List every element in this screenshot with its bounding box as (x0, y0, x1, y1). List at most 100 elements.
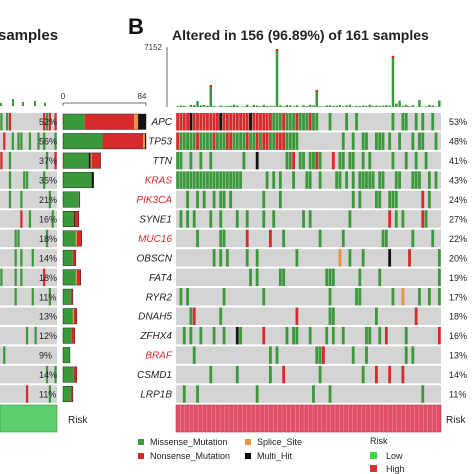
panel-b-mutation-cell (209, 132, 213, 150)
panel-b-mutation-cell (398, 132, 401, 150)
panel-b-tmb-bar (265, 106, 269, 107)
panel-b-mutation-cell (302, 210, 305, 228)
panel-b-mutation-cell (242, 151, 246, 170)
panel-a-bar-outline (62, 113, 147, 130)
panel-b-mutation-cell (421, 210, 425, 228)
panel-b-mutation-cell (421, 113, 425, 131)
panel-b-heatmap (176, 113, 441, 403)
panel-b-mutation-cell (322, 346, 325, 364)
panel-b-tmb-bar (305, 105, 309, 107)
panel-b-mutation-cell (328, 113, 332, 131)
panel-b-mutation-cell (292, 171, 295, 189)
panel-b-tmb-bar (192, 105, 196, 107)
panel-b-mutation-cell (255, 268, 259, 287)
panel-b-mutation-cell (225, 171, 229, 189)
panel-b-row-bg (176, 288, 441, 306)
panel-a-risk-bar (0, 404, 58, 433)
panel-a-bar-nonsense (76, 269, 81, 286)
panel-a-percent-label: 18% (39, 273, 57, 283)
panel-b-mutation-cell (192, 346, 196, 364)
panel-b-mutation-cell (182, 113, 186, 131)
panel-b-mutation-cell (189, 171, 193, 189)
panel-a-mutation-cell (3, 346, 6, 364)
panel-a-bar-missense (63, 366, 74, 383)
panel-b-mutation-cell (222, 132, 226, 150)
panel-b-mutation-cell (431, 229, 435, 248)
panel-b-mutation-cell (312, 385, 315, 403)
panel-b-mutation-cell (186, 210, 189, 228)
panel-b-mutation-cell (384, 326, 388, 345)
panel-b-tmb-bar (275, 49, 279, 107)
panel-b-mutation-cell (375, 365, 378, 384)
panel-b-mutation-cell (328, 307, 332, 325)
legend-label-low: Low (386, 451, 403, 461)
panel-b-mutation-cell (209, 365, 213, 384)
panel-b-mutation-cell (315, 346, 319, 364)
panel-a-bar-missense (63, 133, 103, 149)
panel-a-mutation-cell (31, 249, 34, 267)
panel-b-mutation-cell (295, 307, 299, 325)
panel-b-mutation-cell (275, 346, 279, 364)
panel-b-tmb-bar (259, 106, 262, 107)
panel-b-mutation-cell (209, 210, 213, 228)
panel-a-bar-splice (75, 269, 77, 286)
panel-a-row-bg (0, 326, 57, 345)
panel-b-tmb-bar (199, 105, 203, 107)
panel-b-mutation-cell (358, 171, 362, 189)
panel-a-bar-outline (62, 308, 78, 325)
panel-a-mutation-cell (23, 171, 26, 189)
panel-b-mutation-cell (292, 326, 295, 345)
panel-b-mutation-cell (305, 171, 309, 189)
panel-b-tmb-bar (219, 105, 222, 107)
panel-a-mutation-cell (8, 151, 12, 170)
panel-b-mutation-cell (345, 113, 348, 131)
panel-b-row-bg (176, 385, 441, 403)
panel-b-tmb-bar (335, 105, 338, 107)
panel-a-bar-nonsense (71, 327, 75, 344)
panel-b-mutation-cell (202, 171, 206, 189)
panel-b-mutation-cell (388, 132, 392, 150)
panel-b-tmb-bar (295, 105, 299, 107)
panel-b-mutation-cell (384, 229, 388, 248)
panel-b-mutation-cell (176, 132, 180, 150)
panel-b-mutation-cell (222, 288, 226, 306)
panel-b: B Altered in 156 (96.89%) of 161 samples… (128, 14, 467, 433)
panel-b-mutation-cell (361, 132, 365, 150)
panel-b-tmb-bar (232, 104, 236, 107)
panel-b-mutation-cell (305, 113, 309, 131)
panel-b-tmb-bar (375, 105, 378, 107)
panel-a-bar-nonsense (102, 133, 144, 149)
panel-b-mutation-cell (196, 113, 199, 131)
panel-b-mutation-cell (404, 151, 408, 170)
panel-b-mutation-cell (295, 326, 299, 345)
panel-b-tmb-bar (434, 106, 438, 107)
panel-b-mutation-cell (182, 326, 186, 345)
panel-a-mutation-cell (51, 210, 54, 228)
panel-b-mutation-cell (282, 365, 286, 384)
panel-b-row-bg (176, 113, 441, 131)
panel-b-mutation-cell (418, 132, 421, 150)
panel-a-mutation-cell (54, 132, 57, 150)
panel-a-mutation-cell (48, 113, 51, 131)
legend-risk-title: Risk (370, 436, 388, 446)
panel-b-mutation-cell (318, 346, 322, 364)
panel-b-mutation-cell (308, 210, 312, 228)
panel-b-percent-label: 22% (449, 234, 467, 244)
gene-label-pik3ca: PIK3CA (136, 195, 172, 206)
panel-a-mutation-cell (0, 151, 3, 170)
panel-b-mutation-cell (222, 229, 226, 248)
gene-label-tp53: TP53 (148, 137, 172, 148)
panel-b-mutation-cell (199, 171, 203, 189)
panel-b-tmb-bar (202, 104, 206, 107)
panel-a-bar-outline (62, 269, 82, 286)
panel-b-mutation-cell (219, 190, 223, 209)
panel-b-mutation-cell (378, 326, 382, 345)
panel-a-bar-outline (62, 386, 74, 402)
panel-a-mutation-cell (14, 229, 17, 248)
panel-b-mutation-cell (272, 113, 276, 131)
panel-b-tmb-bar (308, 104, 312, 107)
panel-b-mutation-cell (378, 268, 382, 287)
panel-a-bar-missense (63, 191, 79, 208)
panel-b-mutation-cell (404, 326, 408, 345)
